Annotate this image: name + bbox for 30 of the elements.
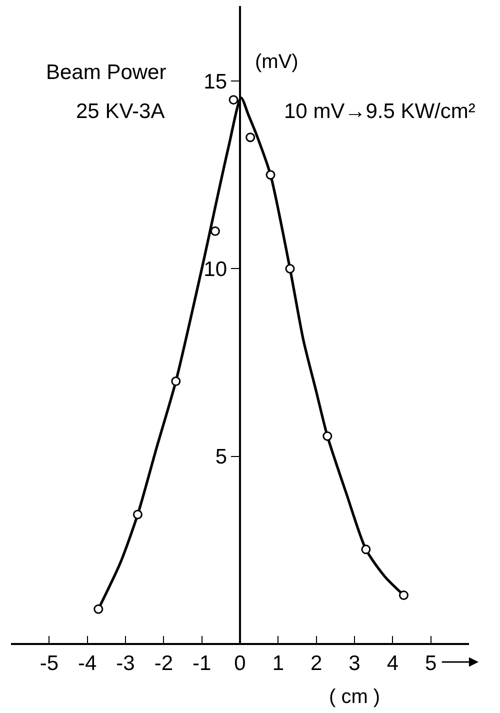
x-tick-label: 0 bbox=[234, 652, 246, 675]
y-tick-label: 15 bbox=[204, 70, 227, 94]
y-axis-title: (mV) bbox=[255, 51, 298, 73]
point bbox=[285, 264, 295, 274]
annotation: Beam Power bbox=[46, 61, 166, 84]
point bbox=[398, 590, 408, 600]
x-tick-label: -4 bbox=[78, 652, 97, 675]
x-tick-label: 1 bbox=[272, 652, 284, 675]
x-axis-title: ( cm ) bbox=[329, 686, 380, 708]
x-tick-label: -2 bbox=[154, 652, 174, 675]
point bbox=[246, 132, 256, 142]
annotation: 25 KV-3A bbox=[76, 100, 165, 123]
x-tick-label: -5 bbox=[40, 652, 59, 675]
x-tick-label: -1 bbox=[192, 652, 212, 675]
y-tick-label: 10 bbox=[204, 258, 227, 282]
annotation: 10 mV→9.5 KW/cm² bbox=[284, 100, 476, 123]
x-tick-label: -3 bbox=[116, 652, 135, 675]
point bbox=[322, 431, 332, 441]
point bbox=[94, 604, 104, 614]
point bbox=[361, 544, 371, 554]
point bbox=[266, 170, 276, 180]
point bbox=[171, 376, 181, 386]
point bbox=[132, 510, 142, 520]
y-tick-label: 5 bbox=[215, 446, 227, 469]
x-tick-label: 5 bbox=[424, 652, 437, 675]
point bbox=[228, 95, 238, 105]
x-tick-label: 2 bbox=[310, 652, 322, 675]
point bbox=[210, 226, 220, 236]
x-tick-label: 4 bbox=[386, 652, 399, 675]
x-tick-label: 3 bbox=[348, 652, 360, 675]
